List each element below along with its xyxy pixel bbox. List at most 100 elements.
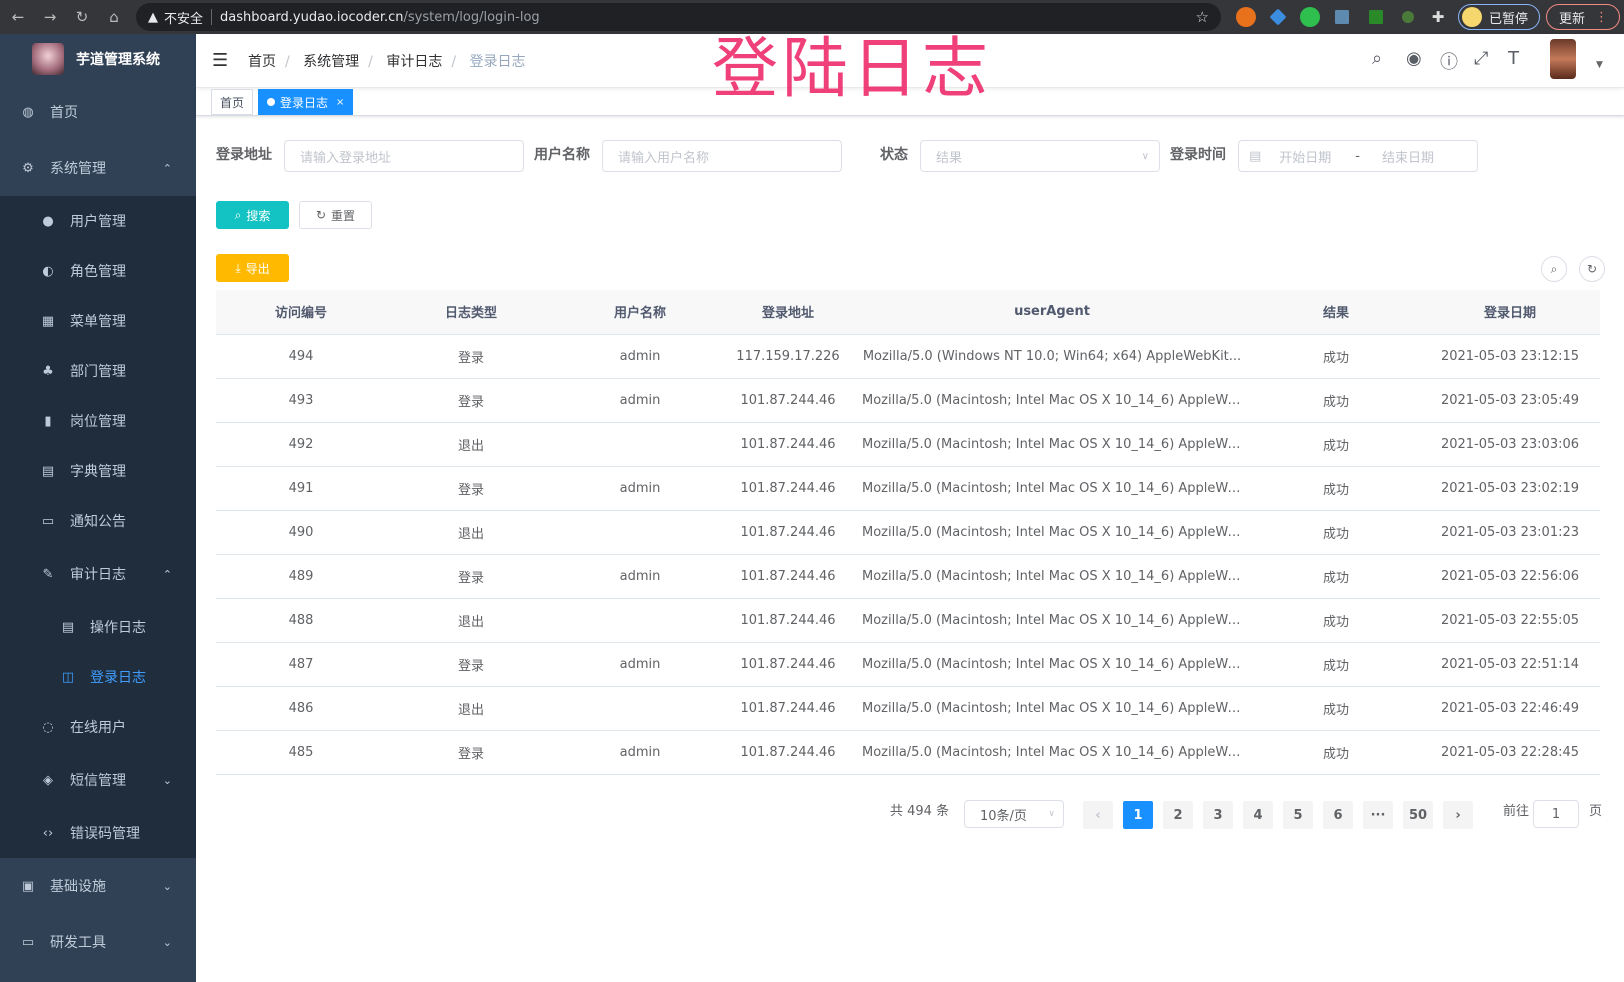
sidebar-item[interactable]: ▭ 通知公告 [0,496,196,546]
table-cell: 成功 [1252,598,1420,643]
table-cell: 491 [216,466,386,511]
tag-login-log[interactable]: 登录日志 × [258,89,354,115]
hamburger-icon[interactable]: ☰ [212,50,229,71]
page-button[interactable]: 2 [1163,801,1193,829]
page-button[interactable]: 1 [1123,801,1153,829]
breadcrumb-item[interactable]: 首页 [248,53,276,70]
breadcrumb: 首页 / 系统管理 / 审计日志 / 登录日志 [248,53,526,70]
start-date[interactable]: 开始日期 [1279,150,1332,166]
export-button[interactable]: ⤓ 导出 [216,254,289,282]
end-date[interactable]: 结束日期 [1382,150,1435,166]
goto-page-input[interactable]: 1 [1533,800,1579,828]
table-row: 488 退出 101.87.244.46 Mozilla/5.0 (Macintosh… [216,598,1600,643]
sidebar-item-label: 在线用户 [70,720,126,736]
page-size-label: 10条/页 [980,808,1027,824]
extension-icon[interactable] [1369,10,1383,24]
tag-label: 登录日志 [280,95,329,110]
page-button[interactable]: 6 [1323,801,1353,829]
sidebar-item[interactable]: ♣ 部门管理 [0,346,196,396]
ip-input[interactable]: 请输入登录地址 [284,140,524,172]
sidebar-item[interactable]: ◍ 首页 [0,84,196,140]
page-button[interactable]: 5 [1283,801,1313,829]
sidebar-item[interactable]: ◐ 角色管理 [0,246,196,296]
dot-icon [267,98,275,106]
page-button[interactable]: ··· [1363,801,1393,829]
puzzle-icon[interactable]: ✚ [1431,8,1445,26]
sidebar-item-label: 角色管理 [70,264,126,280]
sidebar-item[interactable]: ▣ 基础设施 ⌄ [0,858,196,914]
monitor-icon: ▣ [21,878,35,894]
toggle-search-button[interactable]: ⌕ [1541,256,1567,282]
table-cell: Mozilla/5.0 (Macintosh; Intel Mac OS X 1… [852,378,1252,423]
sidebar-item-label: 错误码管理 [70,826,140,842]
extension-icon[interactable] [1236,7,1256,27]
address-bar[interactable]: ▲ 不安全 dashboard.yudao.iocoder.cn/system/… [136,3,1221,31]
next-page-button[interactable]: › [1443,801,1473,829]
font-size-icon[interactable]: T [1508,48,1519,69]
tool-icon: ▭ [21,934,35,950]
search-icon[interactable]: ⌕ [1372,48,1383,69]
table-cell: 2021-05-03 23:02:19 [1420,466,1600,511]
search-button[interactable]: ⌕ 搜索 [216,201,289,229]
reset-button[interactable]: ↻ 重置 [299,201,372,229]
status-select[interactable]: 结果 ∨ [920,140,1160,172]
table-cell: 成功 [1252,422,1420,467]
ip-label: 登录地址 [216,147,272,163]
question-icon[interactable]: ⓘ [1440,52,1458,73]
table-cell: 101.87.244.46 [724,422,852,467]
caret-down-icon[interactable]: ▼ [1596,60,1603,70]
refresh-button[interactable]: ↻ [1579,256,1605,282]
table-cell: 2021-05-03 22:55:05 [1420,598,1600,643]
column-header: 登录地址 [724,290,852,335]
home-icon[interactable]: ⌂ [109,8,119,26]
sidebar-item[interactable]: ◈ 短信管理 ⌄ [0,752,196,808]
extension-icon[interactable] [1269,8,1287,26]
extension-icon[interactable] [1300,7,1320,27]
github-icon[interactable]: ◉ [1406,48,1422,69]
sidebar-item[interactable]: ✎ 审计日志 ⌃ [0,546,196,602]
sidebar-logo[interactable]: 芋道管理系统 [0,34,196,84]
sidebar-item[interactable]: ◫ 登录日志 [0,652,196,702]
table-cell: admin [556,642,724,687]
table-cell: 登录 [386,642,556,687]
prev-page-button[interactable]: ‹ [1083,801,1113,829]
sidebar-item[interactable]: ● 用户管理 [0,196,196,246]
user-avatar[interactable] [1550,39,1576,79]
sidebar-item[interactable]: ◌ 在线用户 [0,702,196,752]
table-cell: Mozilla/5.0 (Macintosh; Intel Mac OS X 1… [852,730,1252,775]
page-button[interactable]: 3 [1203,801,1233,829]
sidebar-item[interactable]: ▤ 字典管理 [0,446,196,496]
sidebar-item[interactable]: ▤ 操作日志 [0,602,196,652]
forward-icon[interactable]: → [43,8,57,26]
table-cell: Mozilla/5.0 (Macintosh; Intel Mac OS X 1… [852,466,1252,511]
fullscreen-icon[interactable]: ⤢ [1474,48,1489,69]
table-cell: 492 [216,422,386,467]
extension-icon[interactable] [1335,10,1349,24]
extension-icon[interactable] [1402,11,1414,23]
bookmark-star-icon[interactable]: ☆ [1195,8,1209,26]
page-size-select[interactable]: 10条/页 ∨ [964,800,1064,828]
total-label: 共 494 条 [890,804,950,819]
profile-button[interactable]: 已暂停 [1458,4,1540,30]
date-range-picker[interactable]: ▤ 开始日期 - 结束日期 [1238,140,1478,172]
sidebar-item[interactable]: ▦ 菜单管理 [0,296,196,346]
sidebar-item-label: 基础设施 [50,879,106,895]
tag-home[interactable]: 首页 [211,89,254,115]
update-button[interactable]: 更新 ⋮ [1546,4,1620,30]
table-row: 491 登录 admin 101.87.244.46 Mozilla/5.0 (Maci… [216,466,1600,511]
page-button[interactable]: 4 [1243,801,1273,829]
sidebar-item[interactable]: ▭ 研发工具 ⌄ [0,914,196,970]
sidebar-item[interactable]: ⚙ 系统管理 ⌃ [0,140,196,196]
table-row: 493 登录 admin 101.87.244.46 Mozilla/5.0 (Maci… [216,378,1600,423]
table-cell: 2021-05-03 23:01:23 [1420,510,1600,555]
search-icon: ⌕ [1550,261,1558,276]
paused-label: 已暂停 [1489,11,1529,27]
reload-icon[interactable]: ↻ [75,8,89,26]
close-icon[interactable]: × [336,96,345,108]
sidebar-item[interactable]: ▮ 岗位管理 [0,396,196,446]
sidebar-item[interactable]: ‹› 错误码管理 [0,808,196,858]
username-input[interactable]: 请输入用户名称 [602,140,842,172]
back-icon[interactable]: ← [11,8,25,26]
page-button[interactable]: 50 [1403,801,1433,829]
sidebar: 芋道管理系统 ◍ 首页 ⚙ 系统管理 ⌃ ● 用户管理 ◐ 角色管理 ▦ 菜单管理 ♣ 部门管理 ▮ 岗位管… [0,34,196,982]
